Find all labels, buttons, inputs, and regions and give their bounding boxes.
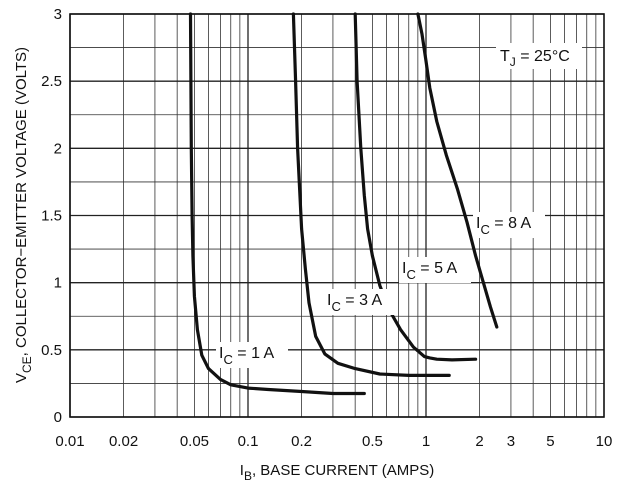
- x-tick-label: 5: [546, 433, 554, 450]
- y-axis-label-main: V: [13, 373, 30, 383]
- annotation-main: T: [500, 48, 510, 65]
- series-label-main: I: [476, 215, 480, 232]
- x-axis-label-main: I: [240, 462, 244, 479]
- series-line-4: [416, 12, 499, 329]
- y-tick-label: 2.5: [41, 73, 62, 90]
- series-label-background: [324, 289, 396, 315]
- series-label-1: IC = 1 A: [216, 342, 288, 368]
- series-line-2: [291, 12, 451, 377]
- x-tick-label: 3: [507, 433, 515, 450]
- series-label-rest: = 3 A: [341, 292, 383, 309]
- curves: [188, 12, 499, 396]
- series-label-text: IC = 8 A: [476, 215, 532, 237]
- y-axis-label-sub: CE: [20, 356, 34, 373]
- series-label-rest: = 8 A: [490, 215, 532, 232]
- x-tick-label: 0.2: [291, 433, 312, 450]
- x-tick-labels: 0.01 0.02 0.05 0.1 0.2 0.5 1 2 3 5 10: [55, 433, 612, 450]
- series-line-1: [188, 12, 366, 396]
- series-label-3: IC = 5 A: [399, 257, 471, 283]
- series-label-background: [399, 257, 471, 283]
- x-tick-label: 2: [475, 433, 483, 450]
- x-tick-label: 0.02: [109, 433, 138, 450]
- y-tick-labels: 0 0.5 1 1.5 2 2.5 3: [41, 6, 62, 426]
- x-tick-label: 0.01: [55, 433, 84, 450]
- plot-frame: [69, 13, 605, 418]
- series-label-main: I: [219, 345, 223, 362]
- y-tick-label: 1.5: [41, 208, 62, 225]
- y-tick-label: 1: [54, 275, 62, 292]
- x-tick-label: 0.5: [362, 433, 383, 450]
- series-label-2: IC = 3 A: [324, 289, 396, 315]
- series-label-background: [216, 342, 288, 368]
- y-tick-label: 3: [54, 6, 62, 23]
- series-label-text: IC = 1 A: [219, 345, 275, 367]
- series-label-4: IC = 8 A: [473, 212, 545, 238]
- x-tick-label: 0.05: [180, 433, 209, 450]
- series-label-text: IC = 3 A: [327, 292, 383, 314]
- x-tick-label: 0.1: [238, 433, 259, 450]
- series-label-sub: C: [406, 267, 415, 282]
- series-label-rest: = 5 A: [416, 260, 458, 277]
- y-axis-label: VCE, COLLECTOR−EMITTER VOLTAGE (VOLTS): [13, 47, 34, 383]
- series-label-sub: C: [223, 352, 232, 367]
- x-axis-label: IB, BASE CURRENT (AMPS): [240, 462, 434, 483]
- series-label-sub: C: [480, 222, 489, 237]
- series-labels: IC = 1 AIC = 3 AIC = 5 AIC = 8 A: [216, 212, 545, 368]
- y-tick-label: 0.5: [41, 342, 62, 359]
- series-label-main: I: [402, 260, 406, 277]
- annotation-sub: J: [510, 55, 516, 69]
- temperature-annotation: TJ = 25°C: [500, 48, 570, 69]
- x-axis-label-sub: B: [244, 469, 252, 483]
- x-tick-label: 10: [596, 433, 613, 450]
- x-tick-label: 1: [422, 433, 430, 450]
- x-axis-label-rest: , BASE CURRENT (AMPS): [252, 462, 434, 479]
- annotation-background: [496, 43, 582, 69]
- y-tick-label: 0: [54, 409, 62, 426]
- series-label-main: I: [327, 292, 331, 309]
- y-axis-label-rest: , COLLECTOR−EMITTER VOLTAGE (VOLTS): [13, 47, 30, 356]
- y-tick-label: 2: [54, 140, 62, 157]
- series-label-rest: = 1 A: [233, 345, 275, 362]
- series-label-text: IC = 5 A: [402, 260, 458, 282]
- series-label-background: [473, 212, 545, 238]
- series-label-sub: C: [331, 299, 340, 314]
- annotation-rest: = 25°C: [516, 48, 570, 65]
